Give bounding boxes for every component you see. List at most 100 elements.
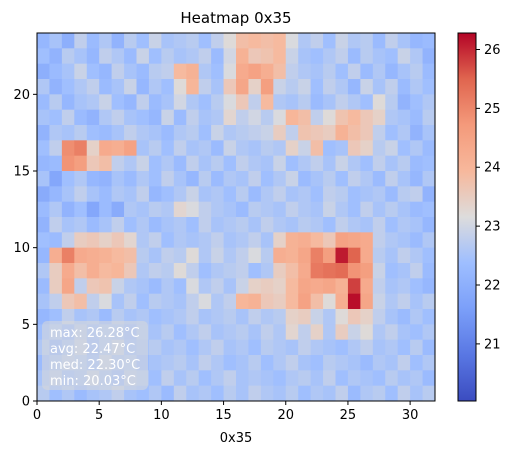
heatmap-cell [61,247,75,264]
heatmap-cell [49,48,63,65]
heatmap-cell [285,293,299,310]
heatmap-cell [148,201,162,218]
heatmap-cell [323,125,336,141]
heatmap-cell [186,125,200,141]
heatmap-cell [372,247,386,264]
heatmap-cell [86,109,100,126]
heatmap-cell [323,155,336,172]
heatmap-cell [372,232,386,249]
heatmap-cell [61,263,75,279]
heatmap-cell [335,324,349,341]
heatmap-cell [410,201,423,218]
heatmap-cell [124,63,137,80]
colorbar-tick-label: 22 [484,279,501,294]
heatmap-cell [385,125,399,141]
heatmap-cell [273,94,287,111]
heatmap-cell [236,63,249,80]
heatmap-cell [385,247,399,264]
heatmap-cell [385,140,399,157]
heatmap-cell [372,125,386,141]
heatmap-cell [37,278,50,295]
heatmap-cell [86,293,100,310]
heatmap-cell [61,79,75,95]
heatmap-cell [136,201,150,218]
heatmap-cell [186,109,200,126]
heatmap-cell [74,201,88,218]
heatmap-cell [161,385,175,402]
heatmap-cell [385,48,399,65]
heatmap-cell [49,232,63,249]
heatmap-cell [61,63,75,80]
heatmap-cell [86,155,100,172]
heatmap-cell [186,171,200,187]
heatmap-cell [49,125,63,141]
heatmap-cell [372,355,386,371]
heatmap-cell [186,385,200,402]
heatmap-cell [310,355,324,371]
heatmap-cell [111,63,125,80]
heatmap-cell [49,33,63,49]
heatmap-cell [385,309,399,325]
heatmap-cell [186,324,200,341]
heatmap-cell [49,155,63,172]
heatmap-cell [422,247,436,264]
heatmap-cell [86,186,100,203]
heatmap-cell [323,370,336,387]
heatmap-cell [347,309,361,325]
heatmap-cell [248,309,262,325]
heatmap-cell [124,217,137,233]
heatmap-cell [236,109,249,126]
heatmap-cell [99,33,113,49]
heatmap-cell [61,201,75,218]
heatmap-cell [422,217,436,233]
heatmap-cell [285,217,299,233]
heatmap-cell [248,263,262,279]
heatmap-cell [148,186,162,203]
heatmap-cell [198,201,212,218]
heatmap-cell [223,94,237,111]
heatmap-cell [410,33,423,49]
heatmap-cell [37,171,50,187]
heatmap-cell [161,278,175,295]
heatmap-cell [273,355,287,371]
heatmap-cell [99,201,113,218]
heatmap-cell [99,171,113,187]
heatmap-cell [410,109,423,126]
heatmap-cell [422,63,436,80]
heatmap-cell [236,247,249,264]
heatmap-cell [136,94,150,111]
heatmap-cell [198,370,212,387]
heatmap-cell [186,94,200,111]
heatmap-cell [410,385,423,402]
heatmap-cell [298,79,312,95]
heatmap-cell [236,370,249,387]
heatmap-cell [310,263,324,279]
heatmap-cell [161,79,175,95]
heatmap-cell [61,109,75,126]
heatmap-cell [124,309,137,325]
heatmap-cell [260,186,274,203]
heatmap-cell [347,155,361,172]
heatmap-cell [385,79,399,95]
heatmap-cell [148,309,162,325]
heatmap-cell [410,79,423,95]
heatmap-cell [298,171,312,187]
heatmap-cell [298,339,312,356]
heatmap-cell [148,385,162,402]
heatmap-cell [223,155,237,172]
heatmap-cell [148,109,162,126]
heatmap-cell [260,155,274,172]
heatmap-cell [285,263,299,279]
heatmap-cell [198,309,212,325]
heatmap-cell [161,370,175,387]
heatmap-cell [148,370,162,387]
heatmap-cell [198,232,212,249]
heatmap-cell [74,293,88,310]
heatmap-cell [111,125,125,141]
heatmap-cell [173,247,187,264]
heatmap-cell [310,339,324,356]
x-tick-label: 30 [402,408,419,423]
heatmap-cell [173,33,187,49]
heatmap-cell [61,309,75,325]
heatmap-cell [248,355,262,371]
